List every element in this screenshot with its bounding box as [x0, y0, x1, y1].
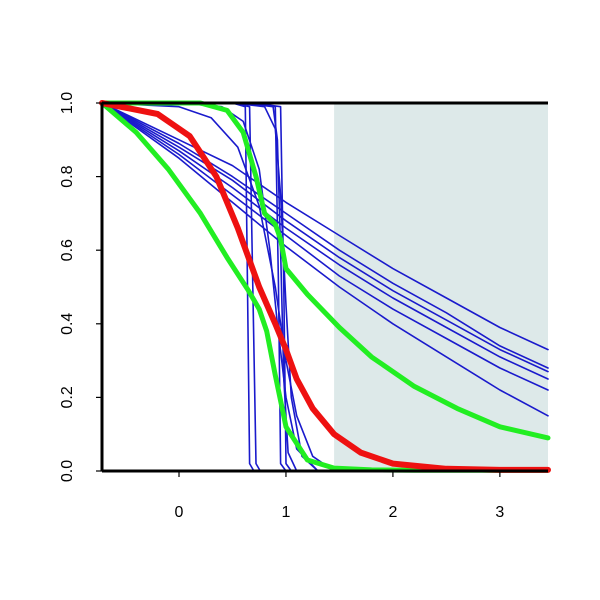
- x-tick-label: 2: [388, 504, 397, 521]
- series-line-5: [101, 102, 549, 391]
- y-tick-label: 1.0: [59, 92, 76, 114]
- series-line-3: [101, 102, 549, 373]
- series-line-17: [99, 100, 551, 473]
- series-line-4: [101, 102, 549, 380]
- x-tick-layer: 0 1 2 3: [175, 471, 504, 521]
- y-tick-label: 0.8: [59, 165, 76, 187]
- axes-layer: [100, 101, 548, 473]
- series-line-16: [99, 100, 551, 441]
- x-tick-label: 3: [495, 504, 504, 521]
- y-tick-label: 0.6: [59, 239, 76, 261]
- y-tick-label: 0.2: [59, 386, 76, 408]
- series-line-2: [101, 102, 549, 369]
- series-line-6: [101, 102, 549, 417]
- y-tick-label: 0.4: [59, 313, 76, 335]
- y-tick-label: 0.0: [59, 460, 76, 482]
- y-tick-layer: 0.0 0.2 0.4 0.6 0.8 1.0: [59, 92, 102, 482]
- shaded-region: [334, 103, 548, 471]
- x-tick-label: 0: [175, 504, 184, 521]
- x-tick-label: 1: [282, 504, 291, 521]
- series-line-7: [101, 102, 335, 472]
